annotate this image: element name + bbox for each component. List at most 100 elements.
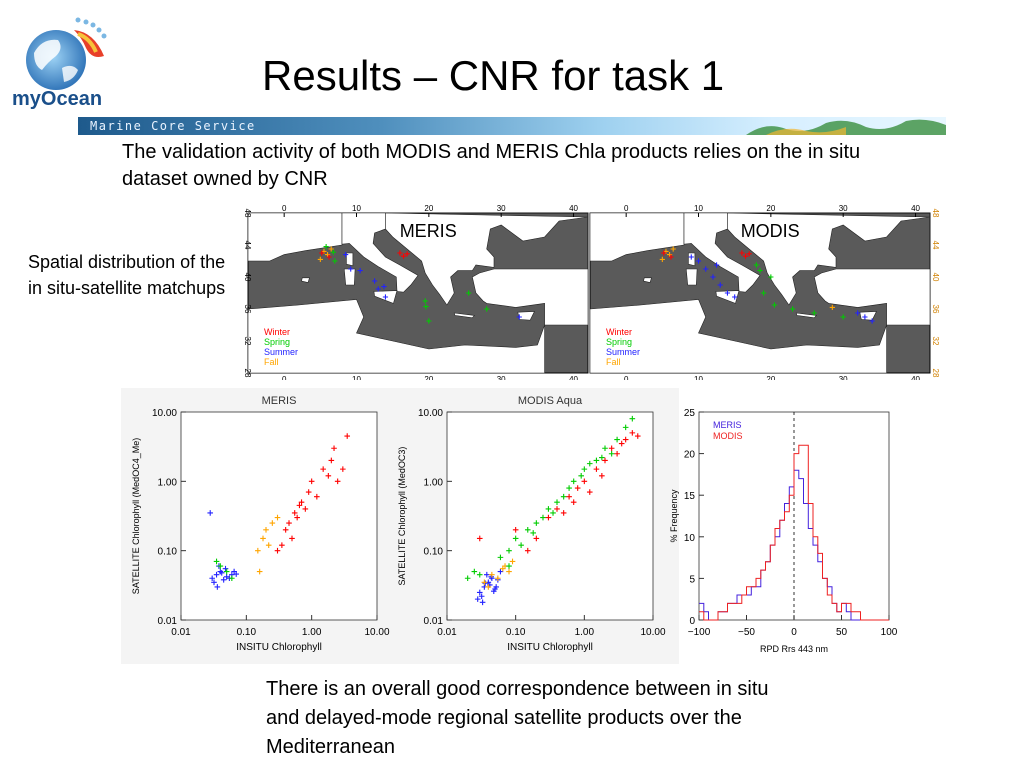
data-point — [484, 306, 490, 312]
data-point — [222, 565, 229, 572]
data-point — [497, 568, 504, 575]
data-point — [371, 278, 378, 284]
data-point — [269, 520, 276, 526]
data-point — [479, 599, 486, 606]
data-point — [422, 298, 428, 304]
lat-tick-label: 32 — [243, 337, 252, 346]
data-point — [497, 554, 504, 561]
data-point — [757, 268, 763, 274]
legend-spring: Spring — [606, 337, 632, 347]
y-tick-label: 0.10 — [424, 547, 444, 558]
x-tick-label: 10.00 — [364, 627, 389, 638]
histogram-rpd: −100 −50 0 50 100 0 5 10 15 20 25 RPD Rrs 443 nm % F… — [669, 388, 905, 664]
y-axis-label: SATELLITE Chlorophyll (MedOC3) — [397, 447, 407, 586]
data-point — [397, 250, 403, 256]
legend-winter: Winter — [606, 327, 632, 337]
marine-core-service-banner: Marine Core Service — [78, 117, 946, 135]
plot-frame — [180, 411, 378, 621]
data-point — [533, 535, 540, 542]
data-point — [343, 252, 349, 258]
charts: MERIS 0.01 0.10 1.00 10.00 0.01 0.10 1.00 10.00 I… — [131, 388, 905, 664]
data-point — [614, 436, 620, 443]
data-point — [586, 489, 593, 495]
plot-frame — [446, 411, 654, 621]
data-point — [495, 575, 501, 582]
lat-tick-label: 44 — [931, 241, 940, 250]
data-point — [840, 314, 846, 320]
lat-tick-label: 48 — [243, 209, 252, 218]
data-point — [319, 250, 325, 256]
data-point — [560, 493, 567, 500]
data-point — [560, 510, 567, 516]
land-shape — [643, 277, 652, 283]
legend-meris: MERIS — [713, 420, 742, 430]
data-point — [574, 485, 581, 491]
data-point — [602, 457, 608, 464]
legend-modis: MODIS — [713, 431, 743, 441]
data-point — [618, 440, 625, 447]
chart-title: MODIS Aqua — [518, 395, 583, 407]
data-point — [661, 250, 667, 256]
data-point — [540, 514, 546, 521]
x-tick-label: 1.00 — [302, 627, 322, 638]
data-point — [381, 284, 387, 290]
globe-icon — [26, 17, 107, 90]
data-point — [274, 547, 281, 554]
data-point — [294, 514, 300, 521]
data-point — [260, 535, 266, 542]
logo-text: myOcean — [12, 88, 103, 110]
lon-tick-label: 10 — [694, 204, 703, 213]
data-point — [614, 450, 620, 457]
data-point — [328, 457, 335, 464]
data-point — [829, 304, 835, 310]
land-shape — [341, 212, 419, 293]
data-point — [331, 445, 337, 452]
myocean-logo — [12, 8, 112, 118]
page-title: Results – CNR for task 1 — [262, 52, 725, 99]
data-point — [217, 563, 224, 569]
lat-tick-label: 28 — [243, 369, 252, 378]
data-point — [761, 290, 767, 296]
data-point — [223, 568, 230, 575]
data-point — [710, 274, 716, 280]
land-shape — [795, 312, 818, 319]
spatial-distribution-label: Spatial distribution of the in situ-sate… — [28, 252, 226, 298]
data-point — [566, 485, 572, 491]
x-tick-label: 100 — [881, 627, 898, 638]
lon-tick-label: 20 — [766, 204, 775, 213]
charts-panel: MERIS 0.01 0.10 1.00 10.00 0.01 0.10 1.00 10.00 I… — [121, 388, 905, 664]
data-point — [484, 571, 490, 578]
data-point — [506, 568, 512, 575]
data-point — [344, 433, 351, 439]
data-point — [746, 251, 752, 257]
data-point — [554, 499, 560, 506]
data-point — [668, 254, 674, 260]
data-point — [308, 478, 315, 485]
y-tick-label: 1.00 — [158, 477, 178, 488]
lat-tick-label: 40 — [243, 273, 252, 282]
wave-icon — [746, 119, 946, 135]
data-point — [608, 450, 615, 457]
data-point — [533, 520, 540, 526]
data-point — [265, 542, 272, 548]
data-point — [578, 473, 584, 479]
conclusion-text: There is an overall good correspondence … — [266, 678, 769, 758]
y-tick-label: 10.00 — [418, 408, 443, 419]
lon-tick-label: 10 — [694, 375, 703, 380]
legend-winter: Winter — [264, 327, 290, 337]
data-point — [466, 290, 472, 296]
data-point — [289, 535, 295, 542]
land-shape — [715, 290, 740, 304]
y-tick-label: 10 — [684, 533, 696, 544]
data-point — [220, 577, 227, 583]
data-point — [476, 589, 483, 596]
x-tick-label: 0.01 — [437, 627, 457, 638]
lon-tick-label: 10 — [352, 204, 361, 213]
data-point — [566, 493, 572, 500]
land-shape — [727, 212, 931, 326]
data-point — [209, 575, 215, 582]
data-point — [233, 571, 240, 577]
y-tick-label: 0 — [689, 616, 695, 627]
data-point — [213, 571, 220, 578]
data-point — [320, 466, 326, 472]
